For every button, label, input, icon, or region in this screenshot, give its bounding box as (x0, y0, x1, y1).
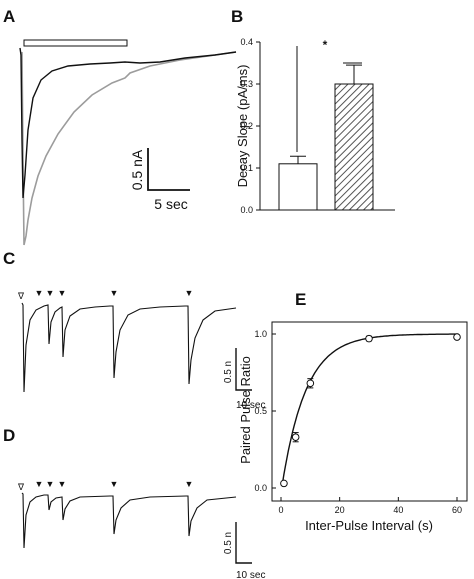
e-x-tick-label-0: 0 (278, 505, 283, 515)
drug-application-bar (23, 39, 128, 47)
panel-a-letter: A (3, 7, 15, 26)
d-filled-marker-3: ▼ (58, 479, 67, 489)
scale-a-y-label: 0.5 nA (129, 149, 145, 190)
significance-star: * (323, 38, 328, 52)
scale-bar-c: 0.5 n 10 sec (223, 348, 265, 411)
d-open-marker: ∇ (17, 482, 25, 492)
c-filled-marker-1: ▼ (35, 288, 44, 298)
b-bars (278, 64, 374, 211)
e-fit-curve (281, 333, 459, 484)
scale-bar-d: 0.5 n 10 sec (223, 522, 265, 579)
c-filled-marker-2: ▼ (46, 288, 55, 298)
panel-d-letter: D (3, 426, 15, 445)
e-x-tick-label-2: 40 (393, 505, 403, 515)
scale-c-y-label: 0.5 n (223, 361, 234, 383)
c-filled-marker-4: ▼ (110, 288, 119, 298)
b-y-tick-label-3: 0.3 (240, 79, 253, 89)
b-y-tick-label-2: 0.2 (240, 121, 253, 131)
b-y-tick-label-4: 0.4 (240, 37, 253, 47)
e-point-3 (365, 334, 373, 343)
panel-e: E 0 20 40 60 0.0 0.5 1.0 Paired Pulse Ratio In… (238, 290, 468, 533)
e-y-axis-label: Paired Pulse Ratio (238, 356, 253, 464)
scale-d-x-label: 10 sec (236, 570, 265, 579)
e-y-tick-label-0: 0.0 (254, 483, 267, 493)
bar-1 (278, 163, 318, 211)
panel-b: B 0.0 0.1 0.2 0.3 0.4 Decay Slope (pA/ms) * (231, 7, 395, 215)
e-x-tick-label-3: 60 (452, 505, 462, 515)
panel-c: C ∇ ▼ ▼ ▼ ▼ ▼ 0.5 n 10 sec (3, 249, 265, 411)
trace-a-black (19, 47, 237, 199)
e-point-4 (453, 333, 461, 341)
c-stimulus-markers: ∇ ▼ ▼ ▼ ▼ ▼ (17, 288, 193, 301)
d-filled-marker-5: ▼ (185, 479, 194, 489)
d-filled-marker-4: ▼ (110, 479, 119, 489)
c-filled-marker-3: ▼ (58, 288, 67, 298)
e-data-points (280, 333, 461, 488)
c-open-marker: ∇ (17, 291, 25, 301)
trace-d (21, 492, 237, 549)
b-y-axis-label: Decay Slope (pA/ms) (235, 65, 250, 188)
bar-2 (334, 83, 374, 211)
c-filled-marker-5: ▼ (185, 288, 194, 298)
scale-bar-a: 0.5 nA 5 sec (129, 148, 190, 212)
panel-e-letter: E (295, 290, 306, 309)
panel-d: D ∇ ▼ ▼ ▼ ▼ ▼ 0.5 n 10 sec (3, 426, 265, 579)
b-y-tick-label-1: 0.1 (240, 163, 253, 173)
b-y-ticks: 0.0 0.1 0.2 0.3 0.4 (240, 37, 260, 215)
panel-c-letter: C (3, 249, 15, 268)
trace-a-grey (21, 51, 237, 246)
e-x-tick-label-1: 20 (335, 505, 345, 515)
panel-b-letter: B (231, 7, 243, 26)
e-point-1 (291, 433, 300, 441)
d-filled-marker-1: ▼ (35, 479, 44, 489)
e-point-2 (306, 379, 315, 388)
panel-a: A 0.5 nA 5 sec (3, 7, 237, 246)
scale-d-y-label: 0.5 n (223, 532, 234, 554)
e-y-tick-label-1: 0.5 (254, 406, 267, 416)
e-point-0 (280, 479, 288, 488)
e-y-tick-label-2: 1.0 (254, 329, 267, 339)
e-x-axis-label: Inter-Pulse Interval (s) (305, 518, 433, 533)
e-plot-frame (271, 321, 468, 502)
d-filled-marker-2: ▼ (46, 479, 55, 489)
scale-c-x-label: 10 sec (236, 400, 265, 411)
d-stimulus-markers: ∇ ▼ ▼ ▼ ▼ ▼ (17, 479, 193, 492)
trace-c (21, 302, 237, 393)
scale-a-x-label: 5 sec (154, 196, 187, 212)
b-y-tick-label-0: 0.0 (240, 205, 253, 215)
e-ticks: 0 20 40 60 0.0 0.5 1.0 (254, 329, 462, 515)
